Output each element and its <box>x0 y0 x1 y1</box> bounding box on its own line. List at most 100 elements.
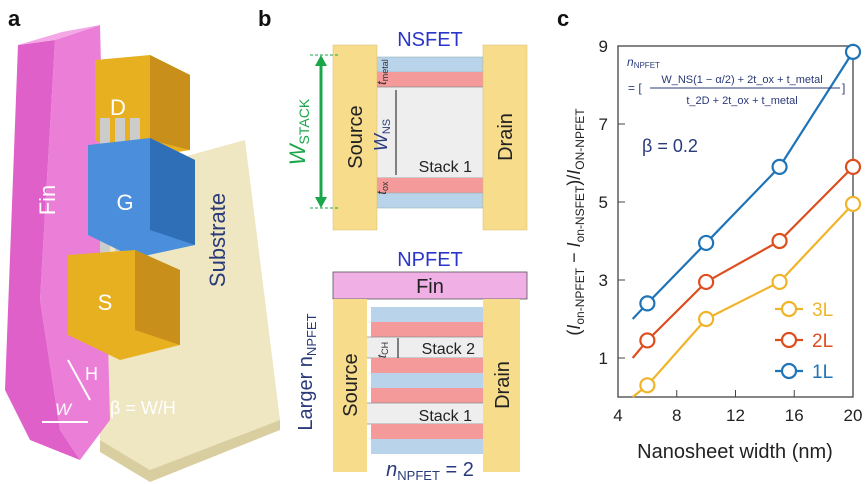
panel-c-label: c <box>557 6 569 31</box>
oxide-layer <box>371 322 483 337</box>
y-tick-label: 5 <box>599 193 608 212</box>
drain-region <box>483 299 520 472</box>
fin-side <box>5 40 80 460</box>
oxide-layer <box>371 358 483 373</box>
data-point-1L <box>639 295 656 312</box>
metal-layer <box>371 439 483 454</box>
fin-label: Fin <box>416 276 444 298</box>
drain-block-side <box>150 55 190 150</box>
oxide-layer <box>371 388 483 403</box>
drain-region <box>482 44 528 231</box>
oxide-layer <box>371 424 483 439</box>
w-stack-label: WSTACK <box>285 98 312 165</box>
formula-lhs: nNPFET <box>627 55 660 70</box>
beta-value: β = 0.2 <box>642 136 698 156</box>
data-point-2L <box>844 158 862 175</box>
x-tick-label: 8 <box>672 406 681 425</box>
source-label: S <box>98 290 113 315</box>
nanosheet <box>130 118 140 148</box>
data-point-1L <box>698 234 715 252</box>
drain-label: Drain <box>495 113 517 161</box>
stack-2-label: Stack 2 <box>422 341 475 358</box>
x-tick-label: 16 <box>785 406 804 425</box>
gate-label: G <box>116 190 133 215</box>
source-label: Source <box>345 105 367 168</box>
y-tick-label: 9 <box>599 37 608 56</box>
formula-numerator: W_NS(1 − α/2) + 2t_ox + t_metal <box>661 74 822 86</box>
y-tick-label: 3 <box>599 271 608 290</box>
x-tick-label: 20 <box>844 406 863 425</box>
chart: 4 8 12 16 20 1 3 5 7 9 3L 2L 1L (Ion-NPFET − Ion-NS… <box>564 37 862 463</box>
series-3L <box>632 195 862 398</box>
formula-equals: = [ <box>628 81 642 95</box>
nanosheet <box>115 118 125 148</box>
data-point-3L <box>639 377 656 394</box>
data-point-1L <box>844 43 862 60</box>
x-tick-label: 4 <box>613 406 622 425</box>
y-axis-label: (Ion-NPFET − Ion-NSFET)/ION-NPFET <box>564 108 587 336</box>
formula-denominator: t_2D + 2t_ox + t_metal <box>686 95 797 107</box>
nsfet-diagram: NSFET Source Drain WSTACK WNS tmetal tox… <box>285 29 528 231</box>
y-tick-label: 1 <box>599 349 608 368</box>
data-point-2L <box>639 332 656 349</box>
nsfet-title: NSFET <box>397 29 463 51</box>
x-axis-label: Nanosheet width (nm) <box>637 441 833 463</box>
series-2L <box>631 158 862 359</box>
gate-block-side <box>150 138 195 245</box>
data-point-3L <box>844 195 862 213</box>
panel-a-label: a <box>8 6 21 31</box>
source-region <box>333 299 367 472</box>
y-tick-label: 7 <box>599 115 608 134</box>
oxide-layer <box>371 72 483 87</box>
npfet-layer-stack <box>364 307 491 454</box>
fin-label: Fin <box>35 185 60 216</box>
legend-marker <box>780 362 798 380</box>
npfet-diagram: NPFET Fin Source Drain tCH Stack 2 Stack… <box>295 249 528 483</box>
oxide-layer <box>371 178 483 193</box>
fin-region <box>332 271 528 300</box>
t-ox-label: tox <box>374 181 390 195</box>
legend-label-2L: 2L <box>812 331 833 352</box>
formula: nNPFET = [ W_NS(1 − α/2) + 2t_ox + t_met… <box>627 55 845 107</box>
source-region <box>332 44 378 231</box>
w-ns-label: WNS <box>371 119 393 151</box>
formula-bracket: ] <box>842 81 845 95</box>
data-point-2L <box>698 273 715 291</box>
data-point-3L <box>698 310 715 328</box>
source-label: Source <box>340 353 362 416</box>
data-point-2L <box>771 232 788 250</box>
fin-front <box>40 25 110 460</box>
x-tick-label: 12 <box>726 406 745 425</box>
panel-b-label: b <box>258 6 271 31</box>
nanosheet <box>100 118 110 148</box>
n-npfet-value: nNPFET = 2 <box>386 459 474 483</box>
drain-label: Drain <box>492 361 514 409</box>
substrate-label: Substrate <box>205 193 230 287</box>
larger-n-npfet-label: Larger nNPFET <box>295 313 319 430</box>
data-point-3L <box>771 273 788 291</box>
beta-ratio-label: β = W/H <box>110 398 176 418</box>
arrow-head <box>315 197 327 208</box>
legend-marker <box>780 300 798 318</box>
fin-top <box>18 25 100 45</box>
stack-1-label: Stack 1 <box>419 159 472 176</box>
t-ch-label: tCH <box>375 342 390 358</box>
height-arrow <box>67 359 91 401</box>
legend-label-3L: 3L <box>812 300 833 321</box>
data-point-1L <box>771 158 788 175</box>
stack-1 <box>364 86 491 179</box>
height-label: H <box>85 364 98 384</box>
legend-label-1L: 1L <box>812 362 833 383</box>
device-3d-illustration: Fin D G S Substrate H W β = W/H <box>5 25 280 482</box>
drain-label: D <box>110 95 126 120</box>
series-line-1L <box>631 51 854 320</box>
legend-marker <box>780 331 798 349</box>
arrow-head <box>315 55 327 66</box>
series-1L <box>631 43 862 320</box>
width-label: W <box>55 400 73 419</box>
npfet-title: NPFET <box>397 249 463 271</box>
source-block-side <box>135 250 180 345</box>
metal-layer <box>371 307 483 322</box>
t-metal-label: tmetal <box>374 59 390 85</box>
